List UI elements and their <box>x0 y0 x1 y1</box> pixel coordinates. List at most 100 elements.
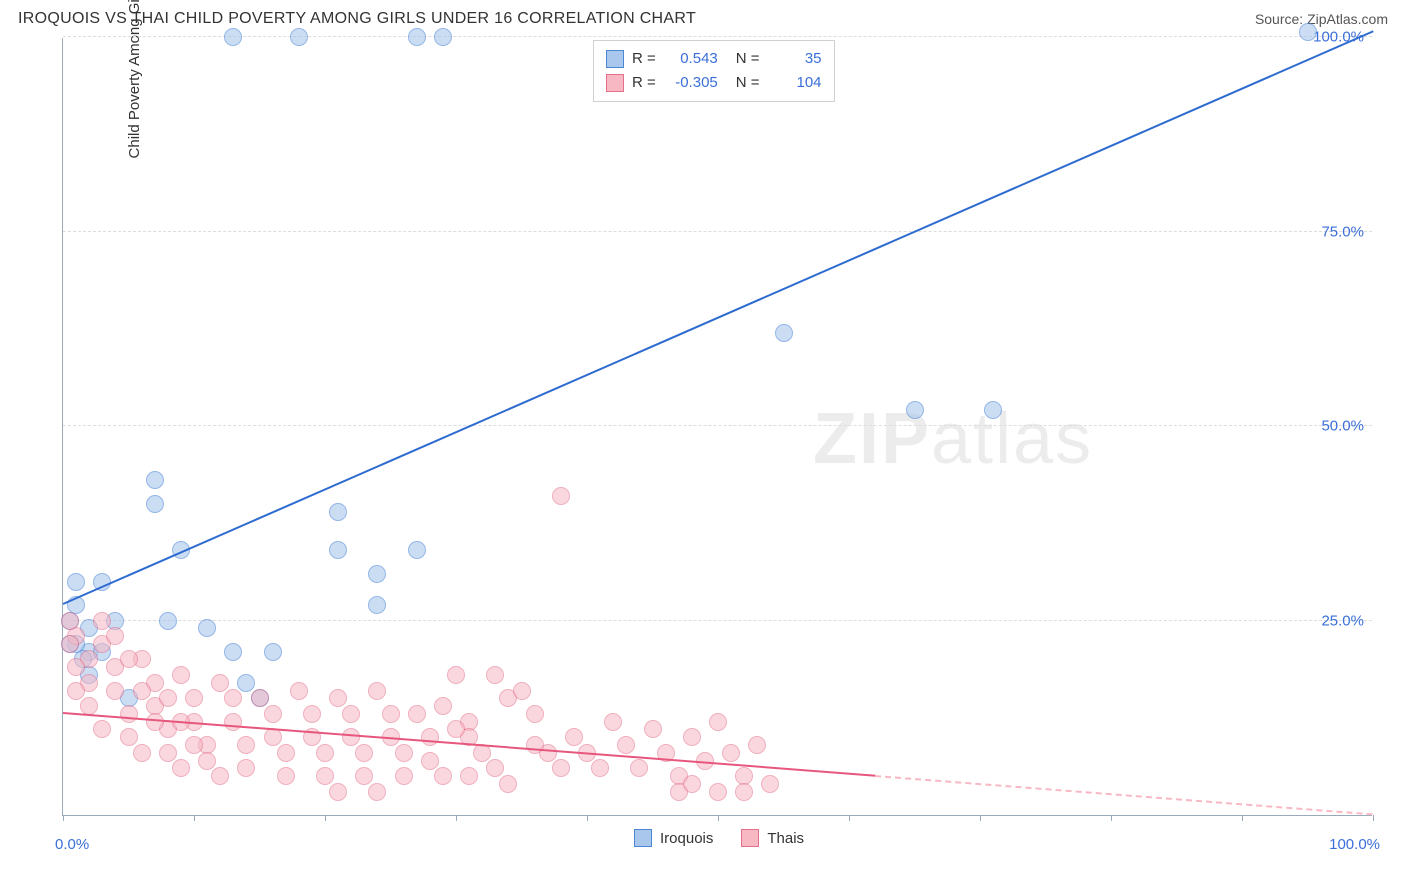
x-tick <box>718 815 719 821</box>
x-tick <box>194 815 195 821</box>
x-tick-label-right: 100.0% <box>1329 836 1380 853</box>
data-point <box>303 705 321 723</box>
n-value: 35 <box>768 47 822 71</box>
data-point <box>630 759 648 777</box>
data-point <box>421 752 439 770</box>
data-point <box>434 697 452 715</box>
chart-source: Source: ZipAtlas.com <box>1255 11 1388 27</box>
trend-line <box>63 30 1374 604</box>
data-point <box>513 682 531 700</box>
data-point <box>408 28 426 46</box>
data-point <box>61 635 79 653</box>
r-label: R = <box>632 47 656 71</box>
chart-header: IROQUOIS VS THAI CHILD POVERTY AMONG GIR… <box>0 0 1406 34</box>
data-point <box>1299 23 1317 41</box>
data-point <box>447 720 465 738</box>
data-point <box>61 612 79 630</box>
data-point <box>316 744 334 762</box>
data-point <box>460 767 478 785</box>
data-point <box>722 744 740 762</box>
x-tick <box>1242 815 1243 821</box>
data-point <box>133 682 151 700</box>
data-point <box>368 783 386 801</box>
x-tick <box>980 815 981 821</box>
n-label: N = <box>736 47 760 71</box>
r-value: 0.543 <box>664 47 718 71</box>
x-tick-label-left: 0.0% <box>55 836 89 853</box>
stats-row: R =-0.305N =104 <box>606 71 822 95</box>
data-point <box>237 674 255 692</box>
data-point <box>591 759 609 777</box>
data-point <box>211 674 229 692</box>
data-point <box>408 541 426 559</box>
gridline <box>63 36 1372 37</box>
legend-label: Thais <box>767 830 804 847</box>
data-point <box>486 666 504 684</box>
data-point <box>395 767 413 785</box>
data-point <box>342 705 360 723</box>
x-tick <box>325 815 326 821</box>
data-point <box>382 705 400 723</box>
data-point <box>329 689 347 707</box>
gridline <box>63 231 1372 232</box>
y-tick-label: 75.0% <box>1321 223 1364 240</box>
x-tick <box>63 815 64 821</box>
data-point <box>185 689 203 707</box>
data-point <box>120 650 138 668</box>
data-point <box>368 682 386 700</box>
data-point <box>198 619 216 637</box>
trend-line <box>875 775 1373 815</box>
data-point <box>329 783 347 801</box>
n-value: 104 <box>768 71 822 95</box>
data-point <box>342 728 360 746</box>
data-point <box>159 689 177 707</box>
data-point <box>434 28 452 46</box>
data-point <box>395 744 413 762</box>
data-point <box>251 689 269 707</box>
y-tick-label: 25.0% <box>1321 612 1364 629</box>
data-point <box>264 728 282 746</box>
series-swatch <box>606 50 624 68</box>
data-point <box>277 767 295 785</box>
data-point <box>329 541 347 559</box>
x-tick <box>1111 815 1112 821</box>
data-point <box>552 487 570 505</box>
data-point <box>224 643 242 661</box>
data-point <box>565 728 583 746</box>
data-point <box>447 666 465 684</box>
data-point <box>146 495 164 513</box>
data-point <box>93 720 111 738</box>
data-point <box>421 728 439 746</box>
x-tick <box>456 815 457 821</box>
data-point <box>159 744 177 762</box>
n-label: N = <box>736 71 760 95</box>
data-point <box>368 565 386 583</box>
data-point <box>67 573 85 591</box>
data-point <box>408 705 426 723</box>
watermark: ZIPatlas <box>813 398 1093 480</box>
data-point <box>106 682 124 700</box>
data-point <box>237 759 255 777</box>
r-label: R = <box>632 71 656 95</box>
data-point <box>172 666 190 684</box>
x-tick <box>587 815 588 821</box>
data-point <box>133 744 151 762</box>
data-point <box>644 720 662 738</box>
data-point <box>906 401 924 419</box>
data-point <box>748 736 766 754</box>
data-point <box>67 658 85 676</box>
data-point <box>709 713 727 731</box>
data-point <box>264 643 282 661</box>
data-point <box>120 728 138 746</box>
data-point <box>434 767 452 785</box>
data-point <box>355 767 373 785</box>
x-tick <box>1373 815 1374 821</box>
data-point <box>984 401 1002 419</box>
data-point <box>93 612 111 630</box>
legend: IroquoisThais <box>634 829 804 847</box>
data-point <box>526 705 544 723</box>
series-swatch <box>606 74 624 92</box>
data-point <box>172 759 190 777</box>
data-point <box>499 775 517 793</box>
data-point <box>368 596 386 614</box>
